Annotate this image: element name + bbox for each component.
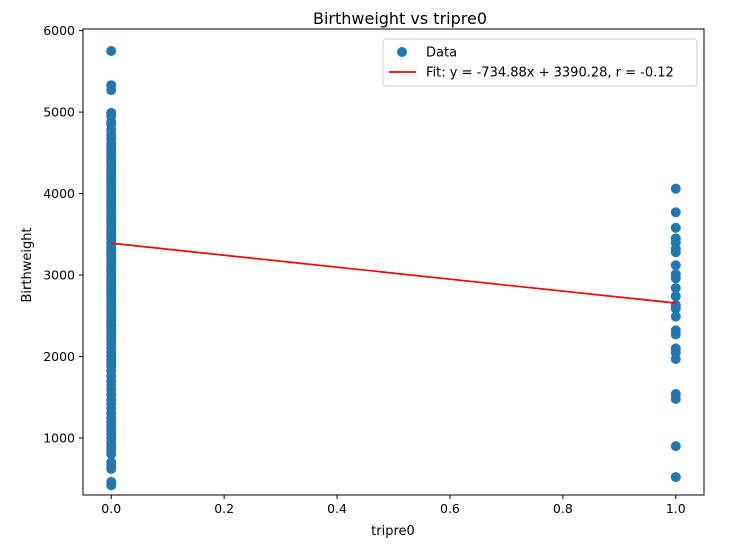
legend-label-fit: Fit: y = -734.88x + 3390.28, r = -0.12 [426,66,674,81]
legend-label-data: Data [426,46,457,61]
data-point [106,85,117,96]
x-axis-label: tripre0 [371,524,415,539]
y-tick-label: 2000 [43,349,75,364]
data-point [106,480,117,491]
x-tick-label: 0.6 [440,501,460,516]
y-tick-label: 4000 [43,186,75,201]
data-point [106,449,117,460]
data-point [670,273,681,284]
data-point [670,353,681,364]
y-axis: 1000 2000 3000 4000 5000 6000 [43,23,83,445]
data-point [670,183,681,194]
plot-area [106,46,681,491]
data-point [670,222,681,233]
data-point [670,303,681,314]
data-point [670,472,681,483]
data-point [670,311,681,322]
y-tick-label: 1000 [43,430,75,445]
data-point [670,441,681,452]
fit-line [111,242,676,304]
data-point [670,260,681,271]
data-point [670,247,681,258]
x-axis: 0.0 0.2 0.4 0.6 0.8 1.0 [101,495,686,516]
data-point [106,463,117,474]
x-tick-label: 0.4 [327,501,347,516]
data-point [670,329,681,340]
data-point [670,207,681,218]
x-tick-label: 1.0 [666,501,686,516]
legend: Data Fit: y = -734.88x + 3390.28, r = -0… [382,38,698,87]
data-point [670,393,681,404]
data-point [106,46,117,56]
y-tick-label: 6000 [43,23,75,38]
chart-title: Birthweight vs tripre0 [313,9,487,28]
plot-frame [82,28,705,496]
legend-marker-data [397,47,407,57]
data-point [670,283,681,294]
data-point [670,291,681,302]
x-tick-label: 0.0 [101,501,121,516]
x-tick-label: 0.8 [553,501,573,516]
y-tick-label: 5000 [43,105,75,120]
y-axis-label: Birthweight [20,227,35,302]
legend-box [382,38,698,87]
x-tick-label: 0.2 [214,501,234,516]
y-tick-label: 3000 [43,268,75,283]
